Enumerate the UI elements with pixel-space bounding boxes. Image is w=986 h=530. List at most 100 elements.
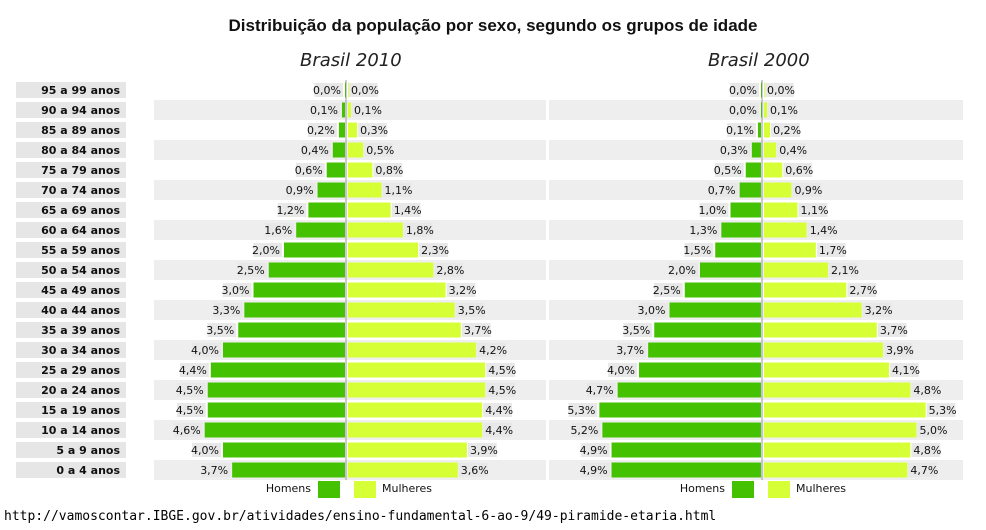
data-label-women: 3,9%: [470, 444, 498, 457]
bar-men: [284, 242, 345, 258]
legend-swatch-men: [732, 481, 754, 498]
age-group-label: 25 a 29 anos: [41, 364, 120, 377]
data-label-bg: [486, 363, 516, 377]
data-label-women: 4,5%: [488, 364, 516, 377]
bar-women: [764, 362, 890, 378]
age-group-label: 20 a 24 anos: [41, 384, 120, 397]
bar-men: [326, 162, 345, 178]
data-label-men: 3,0%: [222, 284, 250, 297]
bar-women: [764, 282, 847, 298]
data-label-bg: [461, 323, 491, 337]
data-label-bg: [265, 223, 295, 237]
bar-women: [348, 302, 455, 318]
data-label-men: 0,0%: [729, 84, 757, 97]
data-label-women: 5,0%: [920, 424, 948, 437]
data-label-bg: [699, 203, 729, 217]
data-label-women: 3,5%: [458, 304, 486, 317]
data-label-bg: [222, 283, 252, 297]
bar-men: [599, 402, 761, 418]
data-label-bg: [364, 143, 394, 157]
data-label-bg: [777, 143, 806, 157]
chart-subtitle-2010: Brasil 2010: [300, 50, 402, 71]
data-label-women: 0,2%: [773, 124, 801, 137]
bar-women: [348, 142, 364, 158]
bar-men: [210, 362, 345, 378]
data-label-bg: [192, 343, 221, 357]
data-label-bg: [721, 143, 750, 157]
bar-women: [348, 242, 419, 258]
data-label-women: 4,4%: [485, 424, 513, 437]
data-label-bg: [455, 303, 485, 317]
age-label-bg: [16, 182, 126, 198]
data-label-bg: [176, 383, 206, 397]
data-label-bg: [373, 163, 403, 177]
data-label-women: 2,1%: [831, 264, 859, 277]
data-label-bg: [690, 223, 720, 237]
data-label-bg: [653, 283, 683, 297]
bar-women: [764, 382, 911, 398]
data-label-men: 4,0%: [191, 444, 219, 457]
bar-women: [348, 182, 382, 198]
data-label-women: 0,6%: [785, 164, 813, 177]
data-label-women: 3,7%: [880, 324, 908, 337]
data-label-men: 0,4%: [301, 144, 329, 157]
data-label-bg: [434, 263, 464, 277]
data-label-men: 0,1%: [726, 124, 754, 137]
data-label-bg: [862, 303, 892, 317]
bar-men: [611, 442, 761, 458]
bar-men: [684, 282, 761, 298]
data-label-women: 4,4%: [485, 404, 513, 417]
data-label-women: 3,9%: [886, 344, 914, 357]
data-label-bg: [419, 243, 448, 257]
data-label-bg: [295, 163, 325, 177]
data-label-women: 3,7%: [464, 324, 492, 337]
data-label-women: 1,4%: [810, 224, 838, 237]
age-group-label: 10 a 14 anos: [41, 424, 120, 437]
data-label-men: 0,9%: [286, 184, 314, 197]
data-label-bg: [580, 443, 610, 457]
data-label-men: 0,0%: [313, 84, 341, 97]
data-label-women: 3,2%: [865, 304, 893, 317]
bar-women: [764, 142, 777, 158]
age-label-bg: [16, 322, 126, 338]
bar-men: [341, 102, 345, 118]
bar-men: [244, 302, 345, 318]
age-group-label: 45 a 49 anos: [41, 284, 120, 297]
bar-women: [348, 202, 391, 218]
bar-women: [348, 82, 349, 98]
data-label-bg: [783, 163, 813, 177]
bar-women: [348, 122, 358, 138]
population-pyramids: 95 a 99 anos 90 a 94 anos 85 a 89 anos 80 a…: [16, 80, 963, 498]
data-label-men: 5,2%: [570, 424, 598, 437]
bar-men: [317, 182, 345, 198]
data-label-bg: [623, 323, 653, 337]
age-label-bg: [16, 442, 126, 458]
data-label-men: 1,5%: [683, 244, 711, 257]
data-label-men: 1,0%: [699, 204, 727, 217]
data-label-bg: [580, 463, 610, 477]
data-label-bg: [467, 443, 497, 457]
data-label-bg: [568, 403, 598, 417]
data-label-bg: [308, 123, 337, 137]
data-label-men: 2,5%: [653, 284, 681, 297]
age-label-bg: [16, 422, 126, 438]
age-label-bg: [16, 302, 126, 318]
data-label-bg: [253, 243, 282, 257]
bar-women: [348, 262, 434, 278]
data-label-bg: [352, 103, 381, 117]
legend-label-men: Homens: [266, 482, 311, 495]
data-label-women: 4,5%: [488, 384, 516, 397]
bar-women: [764, 222, 807, 238]
data-label-men: 1,2%: [276, 204, 304, 217]
age-group-label: 15 a 19 anos: [41, 404, 120, 417]
age-label-bg: [16, 82, 126, 98]
bar-women: [348, 382, 486, 398]
data-label-men: 3,3%: [212, 304, 240, 317]
data-label-women: 1,1%: [801, 204, 829, 217]
data-label-women: 3,2%: [449, 284, 477, 297]
data-label-women: 4,8%: [913, 444, 941, 457]
age-label-bg: [16, 282, 126, 298]
data-label-bg: [847, 283, 877, 297]
age-label-bg: [16, 222, 126, 238]
age-label-bg: [16, 122, 126, 138]
